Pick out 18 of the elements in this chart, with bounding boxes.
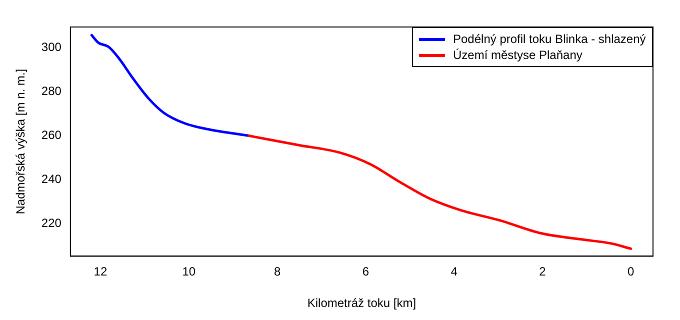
x-tick-label: 2 <box>539 264 546 279</box>
y-tick-label: 240 <box>41 172 62 186</box>
x-tick-label: 8 <box>274 264 281 279</box>
x-tick-label: 10 <box>182 264 196 279</box>
line-series <box>90 34 250 138</box>
x-tick-label: 0 <box>628 264 635 279</box>
y-tick-label: 220 <box>41 216 62 230</box>
x-axis-title: Kilometráž toku [km] <box>307 296 416 310</box>
legend-label: Území městyse Plaňany <box>453 47 582 63</box>
x-tick-label: 6 <box>362 264 370 279</box>
y-tick-label: 260 <box>41 128 62 142</box>
y-axis-title: Nadmořská výška [m n. m.] <box>14 68 28 214</box>
line-series <box>248 134 632 250</box>
y-tick-label: 280 <box>41 84 62 98</box>
x-tick-label: 4 <box>450 264 458 279</box>
x-tick-label: 12 <box>94 264 108 279</box>
y-tick-label: 300 <box>41 40 62 54</box>
legend-label: Podélný profil toku Blinka - shlazený <box>453 31 646 47</box>
